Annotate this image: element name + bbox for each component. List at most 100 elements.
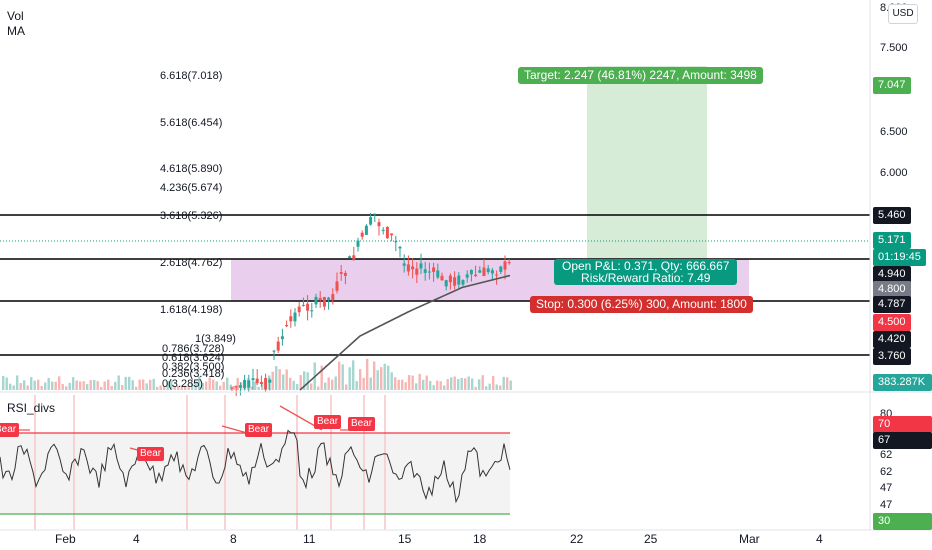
- fib-label: 1.618(4.198): [160, 304, 223, 316]
- target-zone[interactable]: [587, 66, 707, 259]
- volume-bar: [404, 382, 407, 390]
- candle: [377, 222, 381, 227]
- candle: [238, 385, 242, 388]
- candle: [301, 304, 305, 306]
- rsi-badge-30: 30: [873, 513, 932, 530]
- pnl-line2: Risk/Reward Ratio: 7.49: [581, 271, 711, 285]
- candle: [255, 378, 259, 384]
- legend-ma[interactable]: MA: [7, 24, 25, 38]
- badge-3760: 3.760: [873, 348, 911, 365]
- candle: [343, 272, 347, 276]
- candle: [348, 256, 352, 259]
- volume-bar: [100, 386, 103, 390]
- volume-bar: [222, 381, 225, 390]
- volume-bar: [397, 379, 400, 390]
- volume-bar: [401, 379, 404, 390]
- badge-4787: 4.787: [873, 296, 911, 313]
- candle: [461, 280, 465, 285]
- target-label[interactable]: Target: 2.247 (46.81%) 2247, Amount: 349…: [518, 67, 763, 84]
- candle: [285, 325, 289, 327]
- rsi-band: [0, 433, 510, 514]
- volume-bar: [149, 379, 152, 390]
- volume-bar: [341, 364, 344, 390]
- bear-tag: Bear: [0, 423, 20, 437]
- rsi-axis-62a: 62: [880, 449, 892, 461]
- volume-bar: [61, 384, 64, 390]
- rsi-badge-70: 70: [873, 416, 932, 433]
- volume-bar: [373, 361, 376, 390]
- volume-bar: [271, 371, 274, 390]
- divergence-mark: [384, 395, 386, 530]
- volume-bar: [348, 367, 351, 390]
- candle: [364, 225, 368, 235]
- time-label: 15: [398, 532, 412, 546]
- legend-vol[interactable]: Vol: [7, 9, 24, 23]
- candle: [444, 280, 448, 287]
- fib-label: 0.618(3.624): [162, 352, 225, 364]
- badge-4420: 4.420: [873, 331, 911, 348]
- volume-bar: [362, 377, 365, 390]
- time-label: 18: [473, 532, 487, 546]
- candle: [457, 275, 461, 285]
- volume-bar: [145, 383, 148, 390]
- volume-bar: [198, 376, 201, 390]
- ma-line: [299, 274, 511, 391]
- volume-bar: [446, 379, 449, 390]
- volume-bar: [485, 386, 488, 390]
- bear-tag: Bear: [348, 417, 376, 431]
- time-axis[interactable]: Feb 4 8 11 15 18 22 25 Mar 4: [55, 532, 823, 546]
- volume-bar: [310, 383, 313, 390]
- volume-bar: [47, 377, 50, 390]
- candle: [411, 266, 415, 270]
- volume-bar: [345, 384, 348, 390]
- candles: [230, 213, 511, 396]
- volume-bar: [285, 369, 288, 390]
- stop-label[interactable]: Stop: 0.300 (6.25%) 300, Amount: 1800: [530, 296, 753, 313]
- badge-volume: 383.287K: [873, 374, 932, 391]
- fib-label: 0(3.285): [162, 378, 203, 390]
- candle: [280, 336, 284, 340]
- candle: [247, 380, 251, 388]
- volume-bar: [187, 385, 190, 390]
- volume-bar: [261, 381, 264, 390]
- time-label: 25: [644, 532, 658, 546]
- volume-bar: [135, 386, 138, 390]
- currency-button[interactable]: USD: [888, 4, 918, 24]
- volume-bar: [366, 358, 369, 390]
- rsi-title[interactable]: RSI_divs: [7, 401, 56, 415]
- volume-bar: [450, 377, 453, 390]
- volume-bar: [488, 383, 491, 390]
- volume-bar: [121, 384, 124, 390]
- price-label-6500: 6.500: [880, 126, 908, 138]
- candle: [373, 213, 377, 215]
- volume-bar: [96, 381, 99, 390]
- badge-last-price: 5.171: [873, 232, 911, 249]
- volume-bar: [226, 377, 229, 390]
- volume-bar: [72, 377, 75, 390]
- candle: [381, 229, 385, 231]
- fib-label: 4.618(5.890): [160, 163, 223, 175]
- rsi-axis-62b: 62: [880, 466, 892, 478]
- volume-bar: [152, 378, 155, 390]
- volume-bar: [495, 384, 498, 390]
- pnl-label[interactable]: Open P&L: 0.371, Qty: 666.667 Risk/Rewar…: [554, 259, 738, 285]
- candle: [243, 379, 247, 389]
- candle: [499, 266, 503, 272]
- volume-bar: [159, 385, 162, 390]
- volume-bar: [93, 379, 96, 390]
- candle: [394, 241, 398, 243]
- volume-bar: [124, 376, 127, 390]
- volume-bar: [299, 375, 302, 390]
- candle: [234, 386, 238, 388]
- volume-bar: [75, 380, 78, 390]
- fib-label: 1(3.849): [195, 333, 236, 345]
- fib-label: 2.618(4.762): [160, 257, 223, 269]
- volume-bar: [128, 376, 131, 390]
- volume-bar: [68, 382, 71, 390]
- candle: [432, 267, 436, 272]
- candle: [268, 379, 272, 383]
- volume-bar: [282, 374, 285, 390]
- candle: [306, 303, 310, 311]
- candle: [415, 268, 419, 275]
